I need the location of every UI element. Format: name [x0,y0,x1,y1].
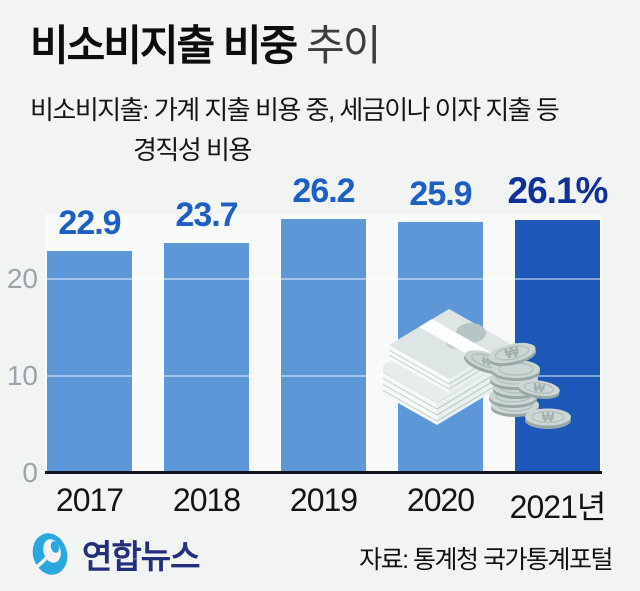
y-tick-label: 20 [6,263,38,294]
svg-text:₩: ₩ [542,410,555,425]
gridline-10 [45,375,602,377]
logo-text: 연합뉴스 [82,538,200,575]
bar-value-label: 23.7 [175,196,238,234]
bar-value-label: 26.2 [292,172,355,210]
coin-right-mid: ₩ [517,380,560,399]
note-line1: 가계 지출 비용 중, 세금이나 이자 지출 등 [153,95,560,125]
y-tick-label: 10 [6,360,38,391]
coin-stack: ₩ [488,342,541,417]
x-tick-label: 2020 [406,482,475,518]
x-tick-label: 2021년 [509,489,607,525]
svg-text:₩: ₩ [532,380,546,396]
page-title: 비소비지출 비중 추이 [30,20,381,72]
yonhap-swirl-icon [32,533,68,575]
note-label: 비소비지출: [30,95,149,125]
bar-2019 [281,219,366,473]
x-tick-label: 2019 [289,482,358,518]
bar-2017 [47,251,132,473]
bar-value-label: 26.1% [507,170,609,211]
money-illustration: ₩ ₩ ₩ ₩ [383,309,571,429]
bar-2018 [164,243,249,473]
x-tick-label: 2018 [172,482,241,518]
source-credit: 자료: 통계청 국가통계포털 [359,546,613,574]
note-line2: 경직성 비용 [133,135,252,165]
x-tick-label: 2017 [55,482,124,518]
title-main: 비소비지출 비중 [30,22,298,69]
coin-top-won: ₩ [488,342,537,367]
svg-text:₩: ₩ [503,343,521,363]
x-axis-baseline [45,471,602,474]
coin-bottom-right: ₩ [525,408,571,429]
title-sub: 추이 [306,22,381,69]
bar-value-label: 25.9 [409,175,472,213]
banknote-bundle [388,309,510,393]
yonhap-logo: 연합뉴스 [28,530,200,578]
bar-value-label: 22.9 [58,204,121,242]
y-tick-label: 0 [22,457,38,488]
gridline-20 [45,278,602,280]
